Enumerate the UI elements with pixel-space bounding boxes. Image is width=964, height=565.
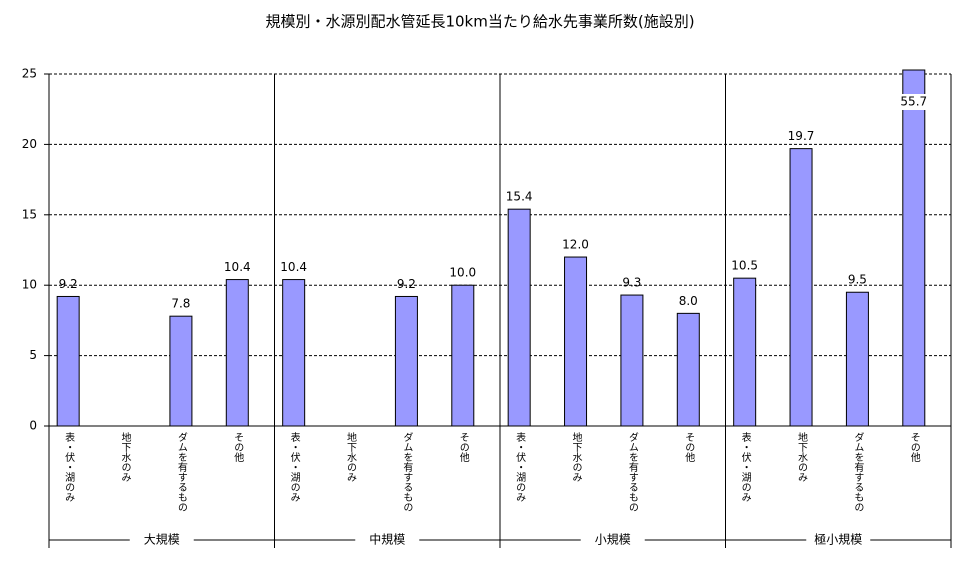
value-label: 10.4 [224,260,251,274]
value-label: 10.0 [449,266,476,280]
group-label: 小規模 [595,532,631,547]
bar [564,256,588,427]
x-tick-label: その他 [232,432,244,463]
y-tick-label: 10 [22,278,37,292]
bar [733,277,757,427]
bar [225,279,249,427]
x-tick-label: 地下水のみ [796,431,808,482]
x-tick-label: ダムを有するもの [626,432,638,512]
bar [282,279,306,427]
value-label-bg [897,94,930,110]
x-tick-label: ダムを有するもの [175,432,187,512]
value-label: 9.3 [622,276,641,290]
group-label-bg [580,532,645,548]
x-tick-label: その他 [457,432,469,463]
bar [620,294,644,427]
value-label: 12.0 [562,238,589,252]
x-tick-label: 表・伏・湖のみ [739,431,751,502]
bar [789,148,813,427]
y-tick-label: 25 [22,67,37,81]
y-tick-label: 15 [22,207,37,221]
value-label: 19.7 [788,129,815,143]
bar [507,208,531,427]
x-tick-label: 地下水のみ [570,431,582,482]
group-label: 大規模 [144,532,180,547]
bar [56,295,80,427]
x-tick-label: 表・伏・湖のみ [63,431,75,502]
bar [451,284,475,427]
bar [394,295,418,427]
group-label: 中規模 [369,532,405,547]
x-tick-label: 地下水のみ [345,431,357,482]
bar [902,69,926,427]
value-label: 10.4 [280,260,307,274]
x-tick-label: ダムを有するもの [852,432,864,512]
y-tick-label: 20 [22,137,37,151]
chart-title: 規模別・水源別配水管延長10km当たり給水先事業所数(施設別) [265,13,694,31]
y-tick-label: 0 [29,419,37,433]
group-label-bg [806,532,871,548]
x-tick-label: 表・伏・湖のみ [288,431,300,502]
value-label: 9.2 [59,277,78,291]
bar [676,312,700,427]
group-label: 極小規模 [814,532,862,547]
bar [845,291,869,427]
x-tick-label: その他 [908,432,920,463]
group-label-bg [129,532,194,548]
x-tick-label: 表・伏・湖のみ [514,431,526,502]
group-label-bg [355,532,420,548]
value-label: 8.0 [679,294,698,308]
bar [169,315,193,427]
x-tick-label: その他 [683,432,695,463]
x-tick-label: ダムを有するもの [401,432,413,512]
y-tick-label: 5 [29,348,37,362]
value-label: 55.7 [900,95,927,109]
value-label: 10.5 [731,259,758,273]
value-label: 9.5 [848,273,867,287]
value-label: 15.4 [506,190,533,204]
value-label: 7.8 [171,297,190,311]
x-tick-label: 地下水のみ [119,431,131,482]
value-label: 9.2 [397,277,416,291]
